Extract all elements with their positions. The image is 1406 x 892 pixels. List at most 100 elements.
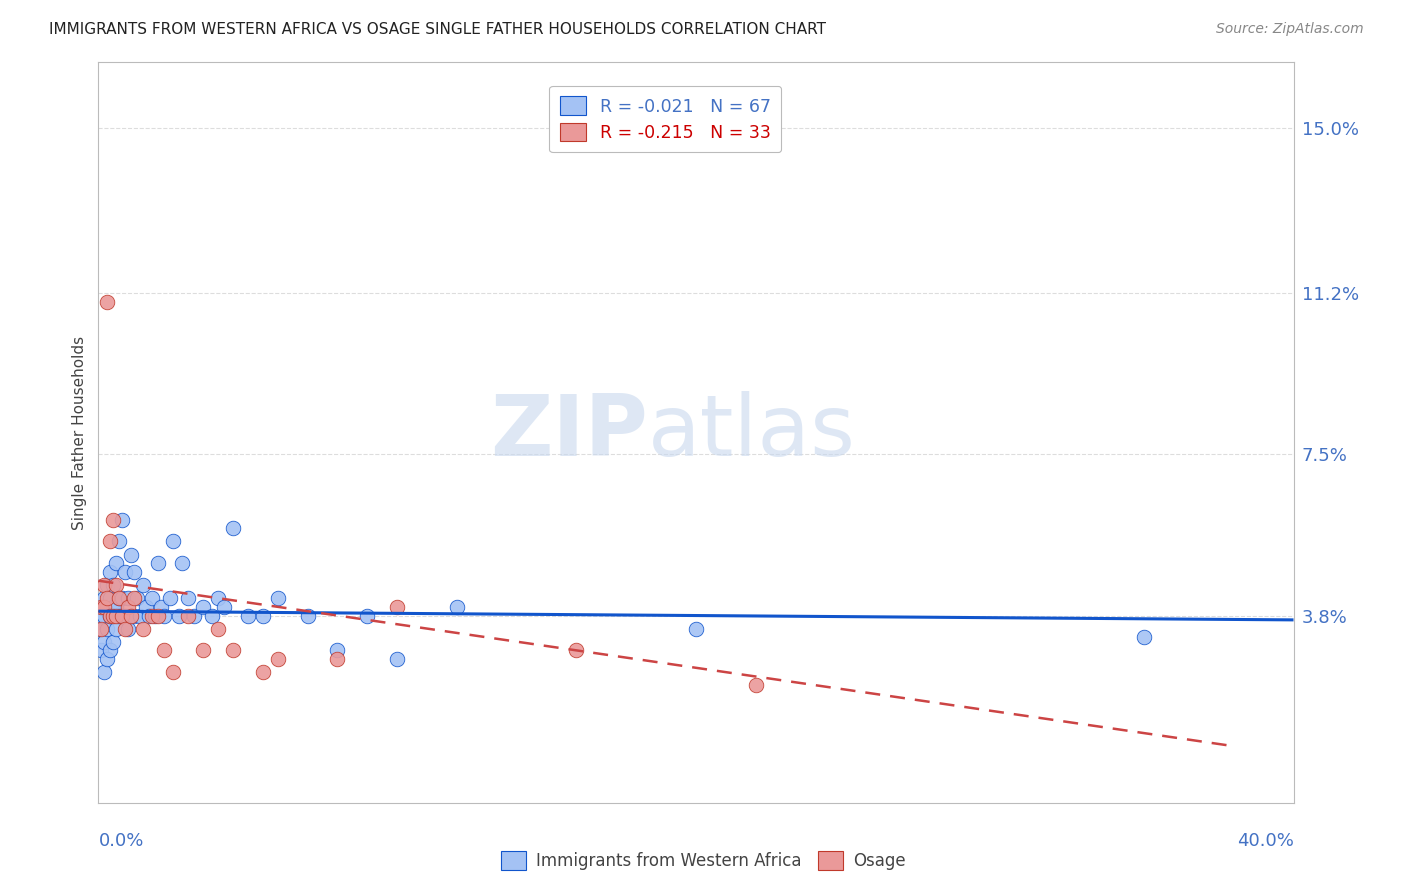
Point [172,556,194,570]
Point [124,608,146,623]
Point [93,599,115,614]
Legend: Immigrants from Western Africa, Osage: Immigrants from Western Africa, Osage [494,845,912,877]
Point [177,608,200,623]
Text: 40.0%: 40.0% [1237,832,1294,850]
Point [685,622,707,636]
Point [297,608,319,623]
Point [111,591,134,606]
Point [135,599,157,614]
Point [201,608,224,623]
Point [96,578,118,592]
Point [117,622,139,636]
Point [1133,630,1156,644]
Point [96,622,118,636]
Point [120,608,142,623]
Point [96,591,118,606]
Point [96,599,118,614]
Point [252,608,274,623]
Point [129,608,152,623]
Point [105,556,128,570]
Point [90,622,112,636]
Point [93,608,115,623]
Point [105,622,128,636]
Point [103,578,125,592]
Point [191,643,214,657]
Point [93,591,115,606]
Point [207,591,229,606]
Point [108,608,131,623]
Point [132,578,155,592]
Point [167,608,190,623]
Point [141,608,163,623]
Point [153,608,176,623]
Point [93,665,115,680]
Point [191,599,214,614]
Point [90,643,112,657]
Text: 0.0%: 0.0% [98,832,143,850]
Point [120,608,142,623]
Point [267,591,290,606]
Point [98,608,122,623]
Point [98,608,122,623]
Y-axis label: Single Father Households: Single Father Households [72,335,87,530]
Point [143,608,166,623]
Point [90,599,112,614]
Point [93,634,115,648]
Point [103,608,125,623]
Point [356,608,378,623]
Point [98,643,122,657]
Point [98,534,122,549]
Point [117,591,139,606]
Point [103,599,125,614]
Point [124,591,146,606]
Point [90,608,112,623]
Point [111,513,134,527]
Point [108,591,131,606]
Legend: R = -0.021   N = 67, R = -0.215   N = 33: R = -0.021 N = 67, R = -0.215 N = 33 [550,86,782,153]
Point [446,599,468,614]
Text: IMMIGRANTS FROM WESTERN AFRICA VS OSAGE SINGLE FATHER HOUSEHOLDS CORRELATION CHA: IMMIGRANTS FROM WESTERN AFRICA VS OSAGE … [49,22,827,37]
Point [207,622,229,636]
Point [183,608,205,623]
Point [98,591,122,606]
Point [103,608,125,623]
Point [117,599,139,614]
Point [124,565,146,579]
Point [105,608,128,623]
Point [326,652,349,666]
Point [150,599,173,614]
Point [96,295,118,310]
Point [96,652,118,666]
Point [108,591,131,606]
Point [114,622,136,636]
Point [114,608,136,623]
Point [745,678,768,692]
Point [132,622,155,636]
Point [120,548,142,562]
Point [385,652,409,666]
Point [103,513,125,527]
Point [111,608,134,623]
Point [385,599,409,614]
Point [159,591,181,606]
Point [267,652,290,666]
Point [105,599,128,614]
Point [93,578,115,592]
Point [162,534,184,549]
Point [103,634,125,648]
Point [252,665,274,680]
Text: ZIP: ZIP [491,391,648,475]
Point [108,534,131,549]
Point [105,578,128,592]
Point [222,521,245,535]
Text: atlas: atlas [648,391,856,475]
Point [127,591,149,606]
Point [114,565,136,579]
Point [565,643,588,657]
Point [153,643,176,657]
Point [162,665,184,680]
Point [90,622,112,636]
Point [141,591,163,606]
Point [148,556,170,570]
Point [148,608,170,623]
